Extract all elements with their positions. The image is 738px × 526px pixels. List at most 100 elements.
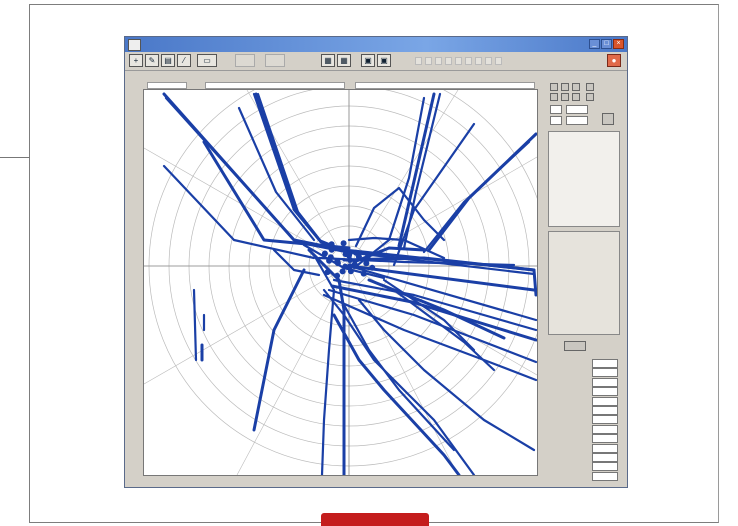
- track-cluster-point: [360, 270, 367, 277]
- polar-plot-area[interactable]: [143, 65, 550, 477]
- step-icon[interactable]: [455, 57, 462, 65]
- option-icon[interactable]: [586, 93, 594, 101]
- print-icon[interactable]: ▤: [161, 54, 175, 67]
- option-icon[interactable]: [586, 83, 594, 91]
- export-icon[interactable]: ▣: [361, 54, 375, 67]
- chart-b-icon[interactable]: ▦: [337, 54, 351, 67]
- option-icon[interactable]: [561, 83, 569, 91]
- track-cluster-point: [328, 241, 335, 248]
- toolbar: + ✎ ▤ ⁄ ▭ ▦ ▦ ▣ ▣ ●: [125, 52, 627, 71]
- track-cluster-point: [351, 261, 358, 268]
- flight-track: [202, 140, 351, 250]
- step-icon[interactable]: [485, 57, 492, 65]
- parameter-value[interactable]: [592, 359, 618, 368]
- disabled-tool-b[interactable]: [265, 54, 285, 67]
- track-cluster-point: [328, 246, 335, 253]
- disabled-tool-a[interactable]: [235, 54, 255, 67]
- flight-tracks: [162, 92, 538, 477]
- step-icon[interactable]: [465, 57, 472, 65]
- track-cluster-point: [369, 264, 376, 271]
- track-cluster-point: [363, 260, 370, 267]
- minimize-button[interactable]: _: [589, 39, 600, 49]
- track-cluster-point: [321, 250, 328, 257]
- option-icon[interactable]: [550, 93, 558, 101]
- app-icon: [128, 39, 141, 51]
- info-panel: [548, 231, 620, 335]
- flight-track: [392, 122, 476, 267]
- plot-header-left: [147, 82, 187, 89]
- flight-track: [272, 248, 321, 277]
- color-picker-icon[interactable]: [602, 113, 614, 125]
- track-cluster-point: [347, 268, 354, 275]
- flight-track: [347, 264, 536, 292]
- option-icon[interactable]: [561, 93, 569, 101]
- option-icon[interactable]: [572, 83, 580, 91]
- track-cluster-point: [340, 240, 347, 247]
- track-cluster-point: [334, 272, 341, 279]
- track-cluster-point: [342, 263, 349, 270]
- flight-track: [397, 92, 436, 248]
- close-button[interactable]: ×: [613, 39, 624, 49]
- track-cluster-point: [355, 253, 362, 260]
- step-icon[interactable]: [495, 57, 502, 65]
- zoom-in-icon[interactable]: +: [129, 54, 143, 67]
- settings-icon[interactable]: ▣: [377, 54, 391, 67]
- track-list[interactable]: [548, 131, 620, 227]
- flight-track: [252, 268, 306, 432]
- flight-track: [256, 92, 325, 246]
- option-icon[interactable]: [572, 93, 580, 101]
- track-cluster-point: [346, 252, 352, 259]
- divider: [0, 157, 30, 158]
- setting-field[interactable]: [550, 116, 562, 125]
- parameter-value[interactable]: [592, 443, 618, 453]
- option-icon[interactable]: [550, 83, 558, 91]
- flight-track: [237, 106, 316, 242]
- chart-a-icon[interactable]: ▦: [321, 54, 335, 67]
- flight-track: [307, 248, 346, 477]
- plot-header-right: [355, 82, 535, 89]
- pencil-icon[interactable]: ⁄: [177, 54, 191, 67]
- parameter-value[interactable]: [592, 434, 618, 444]
- flight-track: [322, 288, 476, 477]
- step-icon[interactable]: [435, 57, 442, 65]
- edit-icon[interactable]: ✎: [145, 54, 159, 67]
- parameter-value[interactable]: [592, 453, 618, 462]
- setting-field[interactable]: [550, 105, 562, 114]
- flight-track: [332, 313, 461, 477]
- figure-badge: [321, 513, 429, 526]
- maximize-button[interactable]: □: [601, 39, 612, 49]
- plot-header-center: [205, 82, 345, 89]
- flight-track: [327, 288, 538, 364]
- parameter-value[interactable]: [592, 368, 618, 378]
- record-icon[interactable]: ●: [607, 54, 621, 67]
- setting-field[interactable]: [566, 105, 588, 114]
- parameter-value[interactable]: [592, 471, 618, 481]
- parameter-value[interactable]: [592, 396, 618, 406]
- step-icon[interactable]: [415, 57, 422, 65]
- flight-track: [354, 186, 446, 248]
- parameter-value[interactable]: [592, 406, 618, 415]
- ruler-icon[interactable]: ▭: [197, 54, 217, 67]
- track-cluster-point: [347, 257, 353, 263]
- parameter-value[interactable]: [592, 462, 618, 472]
- parameter-value[interactable]: [592, 424, 618, 434]
- polar-plot: [143, 65, 550, 477]
- flight-track: [312, 253, 336, 477]
- flight-track: [192, 288, 198, 362]
- apply-button[interactable]: [564, 341, 586, 351]
- step-icon[interactable]: [475, 57, 482, 65]
- setting-field[interactable]: [566, 116, 588, 125]
- track-cluster-point: [339, 268, 346, 275]
- step-icon[interactable]: [425, 57, 432, 65]
- flight-track: [254, 92, 353, 256]
- step-icon[interactable]: [445, 57, 452, 65]
- parameter-value[interactable]: [592, 415, 618, 425]
- app-window: _ □ × + ✎ ▤ ⁄ ▭ ▦ ▦ ▣ ▣ ●: [124, 36, 628, 488]
- flight-track: [347, 264, 538, 322]
- track-cluster-point: [324, 269, 331, 276]
- flight-track: [332, 278, 538, 332]
- parameter-value[interactable]: [592, 387, 618, 397]
- parameter-value[interactable]: [592, 377, 618, 387]
- flight-track: [392, 288, 496, 372]
- flight-track: [342, 303, 456, 452]
